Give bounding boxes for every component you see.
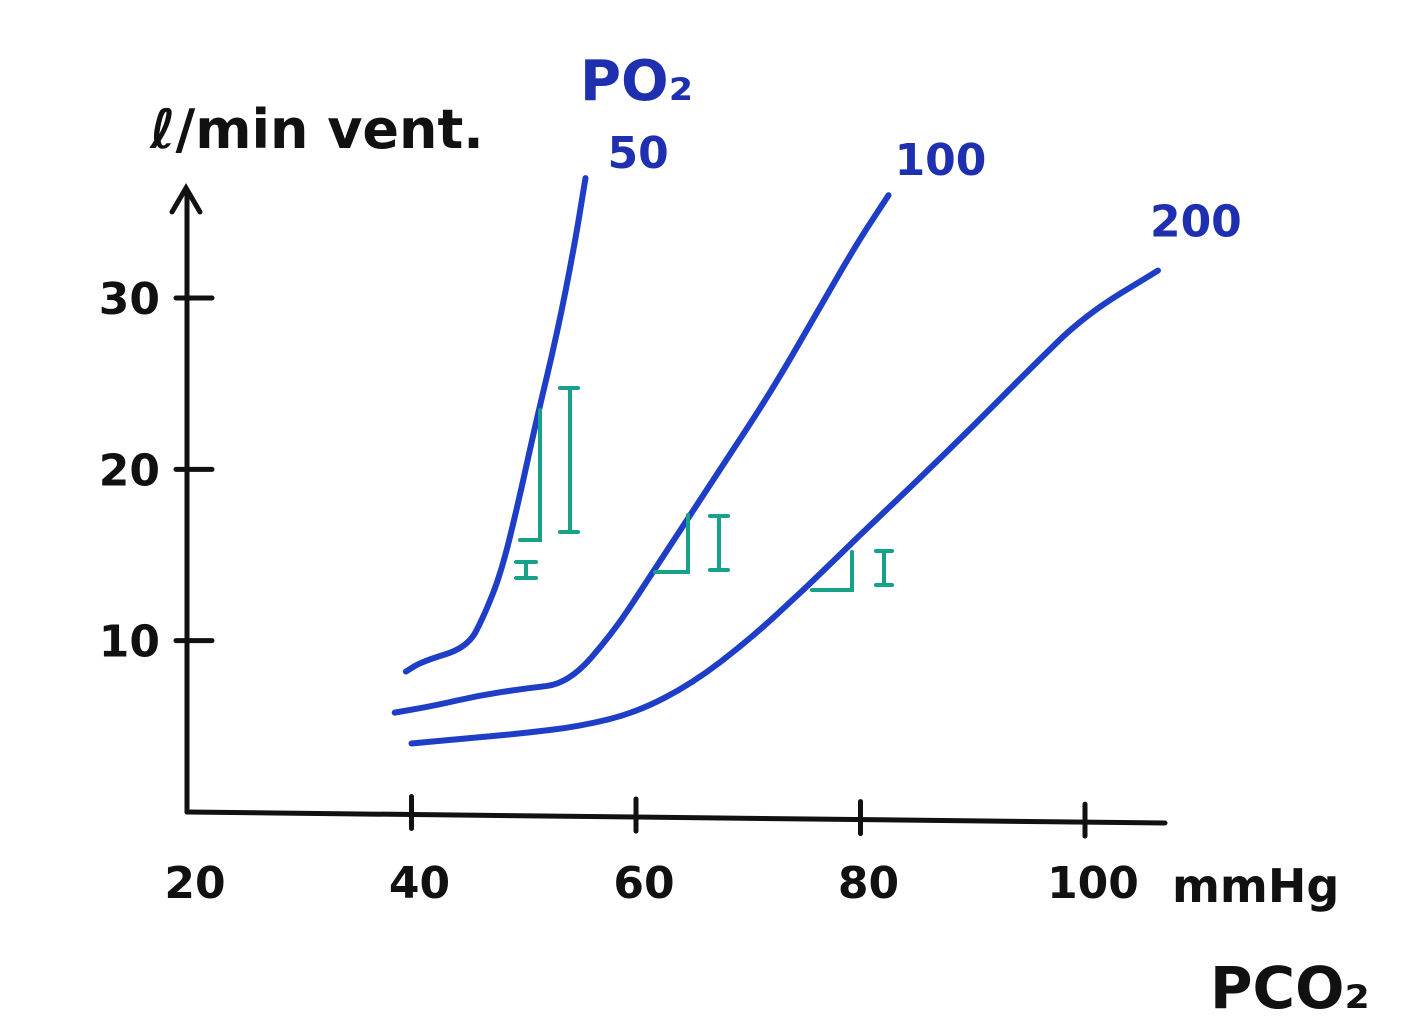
x-tick-label-20: 20 [164,858,225,909]
slope-bracket-100b [708,514,730,572]
x-tick-label-80: 80 [838,858,899,909]
x-tick-label-60: 60 [613,858,674,909]
series-line-po2-200 [408,267,1161,747]
x-axis-unit: mmHg [1172,859,1339,913]
series-label-50: 50 [607,128,668,179]
series-line-po2-50 [402,175,589,675]
series-group [391,175,1161,747]
slope-annotations [514,386,894,592]
x-tick-label-40: 40 [389,858,450,909]
slope-bracket-100a [653,513,690,574]
y-tick-label-20: 20 [99,445,160,496]
series-label-100: 100 [895,135,987,186]
slope-bracket-50c [514,560,538,580]
series-line-po2-100 [391,192,892,716]
slope-bracket-50a [518,408,542,542]
legend-title: PO₂ [580,49,693,114]
y-axis-arrow [169,183,203,215]
y-tick-label-30: 30 [99,274,160,325]
series-label-200: 200 [1150,197,1242,248]
x-axis [184,809,1168,826]
slope-bracket-50b [558,386,580,534]
ticks: 10 20 30 20 40 60 80 100 [99,274,1139,909]
x-tick-label-100: 100 [1047,858,1139,909]
slope-bracket-200a [810,550,854,592]
series-labels: 50 100 200 [607,128,1241,248]
y-axis-label: ℓ/min vent. [149,98,484,161]
slope-bracket-200b [874,549,894,587]
x-axis-label: PCO₂ [1210,954,1370,1022]
y-tick-label-10: 10 [99,617,160,668]
